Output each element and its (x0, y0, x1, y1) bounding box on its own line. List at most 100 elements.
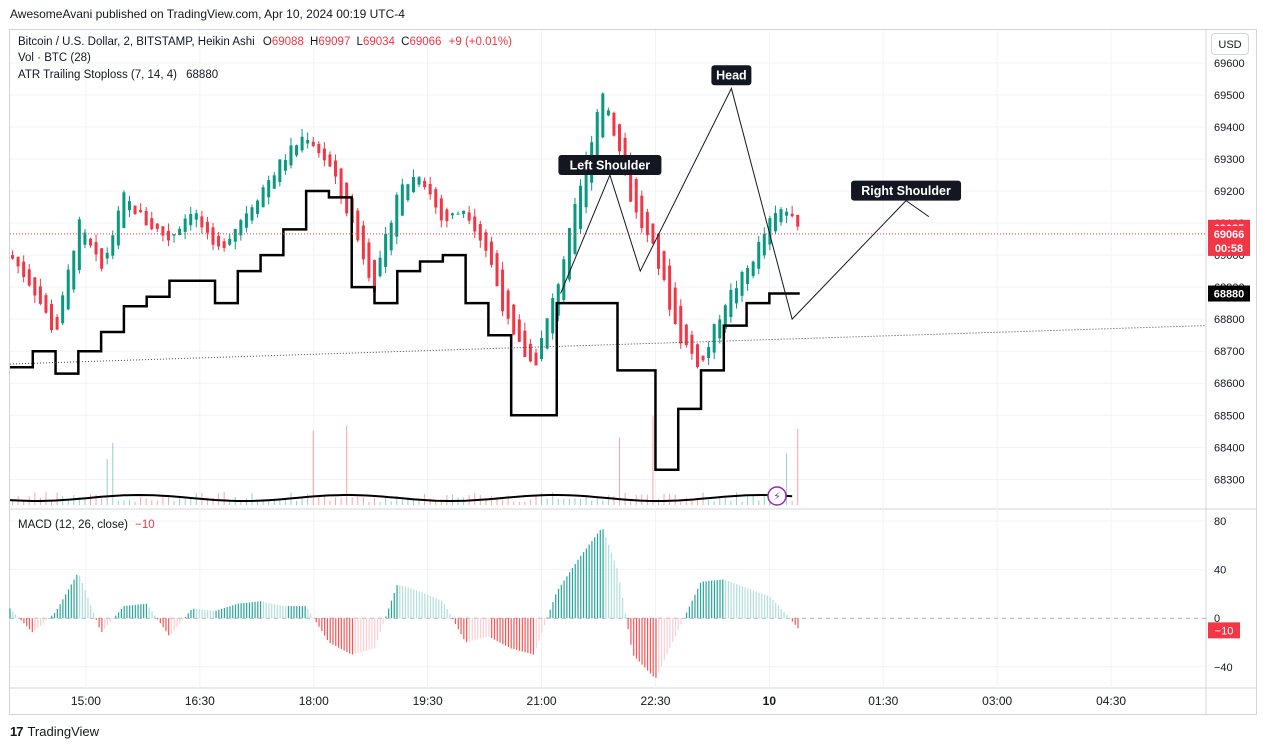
candle-body (272, 175, 276, 189)
macd-histogram-bar (716, 580, 718, 619)
macd-histogram-bar (429, 595, 432, 619)
macd-histogram-bar (421, 592, 423, 619)
macd-histogram-bar (424, 593, 426, 619)
macd-histogram-bar (159, 618, 161, 624)
candle-body (88, 238, 92, 246)
atr-stoploss-line (10, 189, 800, 472)
candle-body (768, 218, 772, 245)
candle-body (484, 232, 488, 251)
macd-histogram-bar (674, 618, 677, 637)
volume-bar (685, 497, 687, 505)
volume-bar (262, 501, 264, 505)
macd-histogram-bar (457, 618, 459, 630)
macd-histogram-bar (237, 603, 239, 619)
pattern-label-box (851, 180, 962, 201)
macd-histogram-bar (452, 618, 454, 620)
macd-histogram-bar (290, 606, 292, 619)
candle-body (662, 251, 666, 280)
macd-histogram-bar (195, 608, 198, 619)
volume-bar (490, 495, 492, 505)
volume-bar (218, 493, 220, 505)
candle-body (189, 214, 193, 226)
candle-body (462, 210, 466, 214)
y-tick-label: 69600 (1214, 58, 1245, 70)
candle-body (33, 277, 37, 296)
candle-body (773, 213, 777, 232)
volume-bar (752, 495, 754, 505)
macd-y-tick-label: 40 (1214, 565, 1226, 577)
macd-histogram-bar (12, 611, 14, 619)
legend-main: Bitcoin / U.S. Dollar, 2, BITSTAMP, Heik… (18, 36, 512, 48)
candle-body (434, 189, 438, 208)
macd-histogram-bar (446, 609, 448, 619)
macd-histogram-bar (680, 618, 682, 625)
macd-histogram-bar (23, 618, 25, 624)
macd-histogram-bar (641, 618, 643, 665)
candle-body (166, 230, 170, 241)
footer-brand[interactable]: 17 TradingView (10, 724, 99, 739)
macd-histogram-bar (176, 618, 178, 628)
macd-histogram-bar (427, 594, 429, 619)
x-tick-label: 21:00 (527, 694, 557, 708)
volume-bar (307, 494, 309, 505)
candle-body (55, 316, 59, 330)
macd-histogram-bar (538, 618, 540, 641)
macd-histogram-bar (53, 613, 56, 619)
macd-histogram-bar (727, 581, 729, 619)
macd-histogram-bar (393, 592, 395, 619)
lightning-icon[interactable] (767, 486, 787, 506)
x-tick-label: 10 (763, 694, 777, 708)
candle-body (534, 352, 538, 366)
macd-histogram-bar (468, 618, 471, 642)
macd-histogram-bar (357, 618, 359, 653)
candle-body (11, 255, 15, 259)
currency-button[interactable]: USD (1211, 33, 1249, 55)
macd-histogram-bar (226, 607, 228, 619)
volume-bar (663, 494, 665, 505)
candle-body (256, 200, 260, 214)
x-tick-label: 22:30 (640, 694, 670, 708)
macd-histogram-bar (569, 572, 571, 619)
legend-volume: Vol · BTC (28) (18, 52, 91, 64)
volume-bar (229, 499, 231, 505)
volume-bar (585, 495, 587, 505)
volume-bar (323, 496, 325, 505)
macd-histogram-bar (95, 618, 97, 620)
candle-body (150, 218, 154, 230)
macd-histogram-bar (577, 559, 579, 619)
macd-histogram-bar (666, 618, 668, 655)
macd-histogram-bar (246, 602, 248, 619)
candle-body (684, 324, 688, 346)
macd-histogram-bar (170, 618, 173, 634)
candle-body (22, 261, 26, 278)
published-line: AwesomeAvani published on TradingView.co… (10, 7, 405, 21)
macd-histogram-bar (232, 605, 234, 619)
macd-histogram-bar (365, 618, 367, 651)
macd-histogram-bar (190, 610, 192, 619)
macd-histogram-bar (791, 618, 793, 622)
pattern-label: Right Shoulder (861, 184, 951, 198)
candle-body (612, 112, 616, 136)
macd-histogram-bar (697, 588, 699, 619)
volume-bar (318, 496, 320, 505)
macd-histogram-bar (257, 601, 259, 619)
volume-bar (329, 500, 331, 505)
macd-histogram-bar (699, 582, 702, 619)
macd-histogram-bar (719, 579, 721, 619)
macd-histogram-bar (694, 594, 696, 619)
pattern-label-box (558, 154, 662, 175)
candle-body (261, 187, 265, 208)
legend-h-value: 69097 (318, 36, 351, 48)
macd-histogram-bar (683, 618, 685, 619)
volume-bar (251, 493, 253, 505)
volume-bar (223, 492, 225, 505)
candle-body (751, 261, 755, 276)
macd-histogram-bar (51, 615, 53, 619)
macd-histogram-bar (312, 617, 315, 619)
y-tick-label: 68800 (1214, 314, 1245, 326)
candle-body (707, 347, 711, 359)
tradingview-logo-icon: 17 (10, 724, 24, 739)
macd-histogram-bar (335, 618, 337, 647)
volume-bar (485, 500, 487, 505)
